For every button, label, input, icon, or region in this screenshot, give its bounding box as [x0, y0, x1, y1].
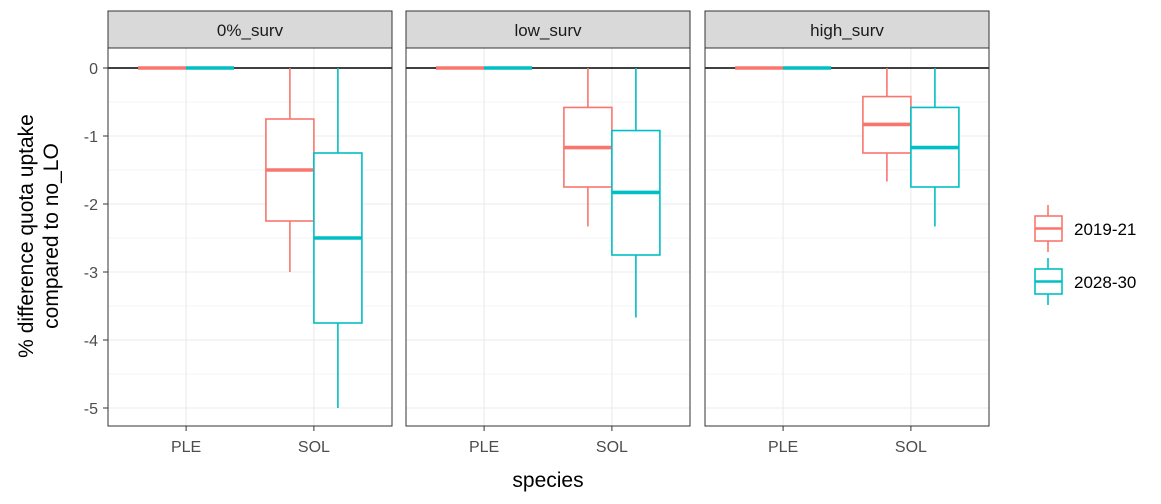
- y-tick-label: -5: [84, 401, 98, 418]
- facet-strip: [704, 10, 990, 49]
- facet-strip: [405, 10, 691, 49]
- facet-strip: [107, 10, 393, 49]
- facet-panels: 0%_surv PLE SOL low_surv PLE SOL high_surv PLE S…: [107, 10, 990, 456]
- legend-key-2019-21: 2019-21: [1034, 205, 1136, 252]
- facet-panel-0: 0%_surv PLE SOL: [107, 10, 393, 456]
- legend-label: 2028-30: [1074, 273, 1136, 292]
- y-axis: 0 -1 -2 -3 -4 -5: [84, 61, 108, 418]
- panel-background: [705, 48, 989, 426]
- y-tick-label: -2: [84, 197, 98, 214]
- legend-label: 2019-21: [1074, 220, 1136, 239]
- facet-strip-label: low_surv: [514, 21, 582, 40]
- x-tick-label: SOL: [895, 439, 927, 456]
- boxplot-sol-2028-30: [313, 68, 363, 408]
- x-tick-label: SOL: [596, 439, 628, 456]
- panel-border: [704, 47, 990, 427]
- y-tick-label: 0: [89, 61, 98, 78]
- y-tick-label: -4: [84, 333, 98, 350]
- y-axis-title-line: compared to no_LO: [40, 143, 63, 329]
- facet-strip-label: 0%_surv: [217, 21, 284, 40]
- boxplot-sol-2028-30: [611, 68, 661, 318]
- x-tick-label: PLE: [469, 439, 499, 456]
- facet-panel-2: high_surv PLE SOL: [704, 10, 990, 456]
- x-axis-title: species: [512, 469, 583, 492]
- y-tick-label: -3: [84, 265, 98, 282]
- panel-border: [107, 47, 393, 427]
- y-axis-title-line: % difference quota uptake: [15, 114, 38, 358]
- x-tick-label: SOL: [298, 439, 330, 456]
- facet-strip-label: high_surv: [810, 21, 884, 40]
- x-tick-label: PLE: [171, 439, 201, 456]
- legend: 2019-21 2028-30: [1034, 205, 1136, 305]
- boxplot-sol-2028-30: [910, 68, 960, 227]
- legend-key-2028-30: 2028-30: [1034, 258, 1136, 305]
- facet-panel-1: low_surv PLE SOL: [405, 10, 691, 456]
- panel-border: [405, 47, 691, 427]
- y-axis-title: % difference quota uptakecompared to no_…: [15, 114, 63, 358]
- x-tick-label: PLE: [768, 439, 798, 456]
- y-tick-label: -1: [84, 129, 98, 146]
- boxplot-sol-2019-21: [862, 68, 912, 182]
